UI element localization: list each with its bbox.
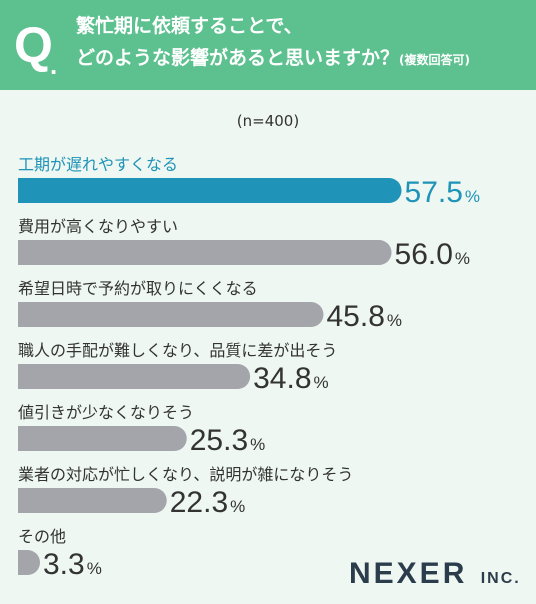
bar: [18, 364, 251, 389]
value-label: 22.3%: [170, 486, 246, 519]
question-text-line2: どのような影響があると思いますか？(複数回答可): [76, 45, 470, 73]
category-label: 希望日時で予約が取りにくくなる: [18, 279, 258, 298]
category-label: 工期が遅れやすくなる: [18, 155, 178, 174]
bar: [18, 239, 392, 265]
question-header: Q . 繁忙期に依頼することで、 どのような影響があると思いますか？(複数回答可…: [0, 0, 536, 90]
category-label: 費用が高くなりやすい: [18, 217, 178, 236]
value-label: 45.8%: [326, 300, 402, 333]
category-label: 業者の対応が忙しくなり、説明が雑になりそう: [18, 465, 353, 484]
question-text-line2-main: どのような影響があると思いますか？: [76, 47, 400, 69]
bar: [18, 178, 402, 203]
brand-suffix: INC.: [480, 570, 521, 587]
category-label: 職人の手配が難しくなり、品質に差が出そう: [18, 341, 337, 360]
category-label: 値引きが少なくなりそう: [18, 403, 194, 422]
question-text-line1: 繁忙期に依頼することで、: [76, 15, 303, 37]
question-note: (複数回答可): [399, 53, 470, 67]
bar: [18, 426, 187, 451]
brand-logo: NEXER INC.: [349, 556, 521, 597]
question-mark-dot: .: [50, 50, 58, 80]
bar: [18, 302, 324, 327]
category-label: その他: [18, 527, 66, 546]
sample-size-label: (n=400): [236, 112, 300, 130]
value-label: 25.3%: [190, 424, 266, 457]
brand-name: NEXER: [349, 557, 468, 590]
question-mark-letter: Q: [14, 17, 53, 73]
value-label: 34.8%: [253, 362, 329, 395]
value-label: 57.5%: [405, 176, 481, 209]
bar: [18, 488, 167, 513]
value-label: 56.0%: [395, 238, 471, 271]
value-label: 3.3%: [43, 548, 102, 581]
bar: [18, 550, 41, 575]
